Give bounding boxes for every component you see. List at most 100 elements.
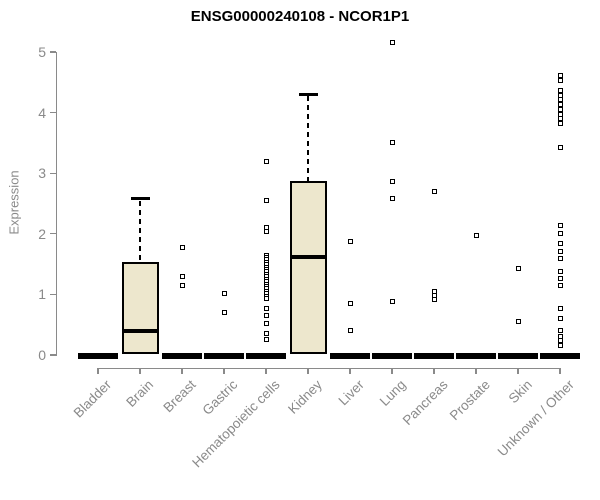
y-axis-tick — [50, 111, 56, 114]
x-axis-tick — [559, 368, 561, 374]
x-axis-line — [97, 368, 561, 370]
outlier-point — [557, 107, 563, 113]
outlier-point — [473, 233, 479, 239]
outlier-point — [263, 197, 269, 203]
median-line — [289, 254, 327, 259]
outlier-point — [221, 290, 227, 296]
outlier-point — [557, 276, 563, 282]
x-axis-tick — [475, 368, 477, 374]
whisker-cap — [298, 92, 318, 96]
outlier-point — [557, 240, 563, 246]
zero-median-bar — [372, 353, 412, 359]
outlier-point — [389, 40, 395, 46]
chart-title: ENSG00000240108 - NCOR1P1 — [190, 8, 410, 25]
outlier-point — [557, 97, 563, 103]
outlier-point — [557, 77, 563, 83]
x-axis-tick — [307, 368, 309, 374]
outlier-point — [263, 312, 269, 318]
outlier-point — [179, 282, 185, 288]
outlier-point — [557, 102, 563, 108]
outlier-point — [431, 297, 437, 303]
x-axis-tick — [433, 368, 435, 374]
x-tick-label: Breast — [160, 377, 199, 416]
x-axis-tick — [391, 368, 393, 374]
outlier-point — [347, 238, 353, 244]
zero-median-bar — [540, 353, 580, 359]
y-tick-label: 3 — [38, 165, 46, 182]
x-tick-label: Pancreas — [399, 377, 451, 428]
outlier-point — [557, 342, 563, 348]
outlier-point — [557, 305, 563, 311]
zero-median-bar — [498, 353, 538, 359]
outlier-point — [263, 296, 269, 302]
y-tick-label: 4 — [38, 104, 46, 121]
outlier-point — [263, 158, 269, 164]
outlier-point — [389, 139, 395, 145]
outlier-point — [557, 337, 563, 343]
x-axis-tick — [265, 368, 267, 374]
x-axis-tick — [139, 368, 141, 374]
outlier-point — [557, 92, 563, 98]
outlier-point — [515, 319, 521, 325]
x-tick-label: Skin — [505, 377, 535, 407]
y-tick-label: 1 — [38, 286, 46, 303]
outlier-point — [179, 244, 185, 250]
whisker-cap — [130, 197, 150, 201]
outlier-point — [431, 189, 437, 195]
x-axis-tick — [181, 368, 183, 374]
outlier-point — [557, 327, 563, 333]
outlier-point — [557, 269, 563, 275]
outlier-point — [263, 320, 269, 326]
outlier-point — [263, 330, 269, 336]
y-axis-tick — [50, 354, 56, 356]
x-axis-tick — [223, 368, 225, 374]
y-axis-tick — [50, 293, 56, 296]
zero-median-bar — [330, 353, 370, 359]
outlier-point — [347, 300, 353, 306]
x-tick-label: Unknown / Other — [494, 377, 577, 460]
outlier-point — [557, 116, 563, 122]
outlier-point — [557, 282, 563, 288]
outlier-point — [389, 178, 395, 184]
outlier-point — [389, 195, 395, 201]
x-axis-tick — [349, 368, 351, 374]
outlier-point — [557, 255, 563, 261]
zero-median-bar — [204, 353, 244, 359]
outlier-point — [389, 299, 395, 305]
median-line — [121, 328, 159, 333]
x-axis-tick — [517, 368, 519, 374]
x-tick-label: Lung — [376, 377, 409, 409]
x-tick-label: Bladder — [71, 377, 115, 421]
y-axis-tick — [50, 233, 56, 235]
zero-median-bar — [456, 353, 496, 359]
y-axis-line — [56, 52, 58, 356]
whisker-line — [139, 200, 141, 262]
outlier-point — [557, 121, 563, 126]
x-tick-label: Liver — [335, 377, 367, 409]
outlier-point — [347, 327, 353, 333]
outlier-point — [557, 72, 563, 78]
box — [121, 261, 159, 354]
y-tick-label: 2 — [38, 225, 46, 242]
zero-median-bar — [414, 353, 454, 359]
y-tick-label: 0 — [38, 347, 46, 363]
outlier-point — [263, 337, 269, 343]
outlier-point — [557, 144, 563, 150]
y-axis-tick — [50, 172, 56, 174]
y-tick-label: 5 — [38, 44, 46, 60]
outlier-point — [557, 249, 563, 255]
outlier-point — [557, 222, 563, 228]
outlier-point — [179, 273, 185, 279]
x-tick-label: Gastric — [199, 377, 241, 418]
y-axis-tick — [50, 51, 56, 53]
outlier-point — [221, 310, 227, 316]
outlier-point — [557, 231, 563, 237]
x-tick-label: Kidney — [284, 377, 325, 417]
outlier-point — [515, 265, 521, 271]
outlier-point — [557, 315, 563, 321]
outlier-point — [557, 87, 563, 93]
whisker-line — [307, 96, 309, 182]
x-tick-label: Prostate — [446, 377, 493, 424]
x-axis-tick — [97, 368, 99, 374]
